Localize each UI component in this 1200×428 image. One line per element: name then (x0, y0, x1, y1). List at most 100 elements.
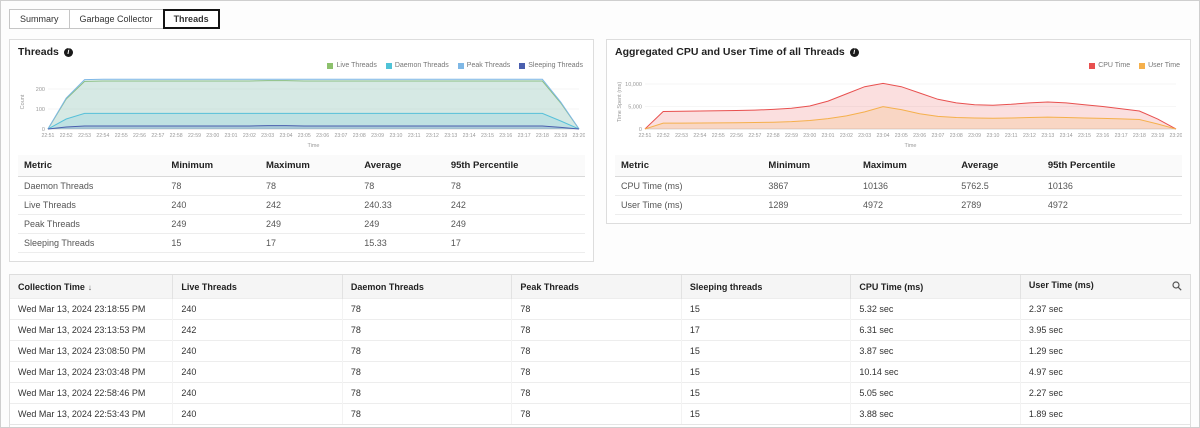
info-icon[interactable] (63, 47, 73, 57)
table-cell: 78 (259, 176, 359, 196)
column-header: Maximum (856, 155, 956, 177)
svg-text:Time Spent (ms): Time Spent (ms) (617, 82, 623, 123)
table-cell: 4.97 sec (1019, 361, 1190, 383)
collections-table-body: Wed Mar 13, 2024 23:18:55 PM 240 78 78 15 5.3… (10, 298, 1190, 424)
svg-text:23:02: 23:02 (840, 133, 853, 139)
tab-summary[interactable]: Summary (9, 9, 70, 29)
svg-text:23:20: 23:20 (573, 133, 585, 139)
threads-panel: Threads Live Threads Daemon Threads Peak T… (9, 39, 594, 262)
table-cell: 3.88 sec (850, 403, 1021, 424)
search-icon[interactable] (1172, 281, 1182, 293)
tab-threads[interactable]: Threads (162, 9, 220, 29)
table-cell: 78 (511, 361, 682, 383)
cpu-metrics-head: Metric Minimum Maximum Average 95th Percenti… (615, 155, 1182, 177)
cpu-time-chart: 0 5,000 10,000 22:51 22:52 22:53 22:54 22:55 22:… (617, 82, 1182, 149)
tab-bar: Summary Garbage Collector Threads (9, 9, 220, 29)
cpu-metrics-table: Metric Minimum Maximum Average 95th Percenti… (615, 155, 1182, 215)
svg-text:22:58: 22:58 (170, 133, 183, 139)
column-header-label: Live Threads (181, 281, 237, 292)
table-cell: 78 (165, 176, 260, 196)
table-cell: User Time (ms) (615, 195, 763, 215)
svg-text:23:15: 23:15 (481, 133, 494, 139)
table-cell: 240 (165, 195, 260, 215)
svg-text:23:10: 23:10 (389, 133, 402, 139)
svg-text:22:58: 22:58 (767, 133, 780, 139)
table-cell: 78 (511, 319, 682, 341)
legend-item[interactable]: Peak Threads (457, 61, 510, 70)
table-cell: Wed Mar 13, 2024 22:58:46 PM (10, 382, 173, 404)
column-header[interactable]: Daemon Threads (341, 275, 512, 299)
threads-chart-legend: Live Threads Daemon Threads Peak Threads Sl… (18, 61, 583, 70)
table-cell: 249 (444, 214, 585, 234)
svg-text:0: 0 (639, 127, 642, 133)
column-header-label: Average (961, 160, 999, 171)
table-cell: 6.31 sec (850, 319, 1021, 341)
legend-label: CPU Time (1098, 62, 1131, 69)
table-cell: 240 (172, 361, 343, 383)
legend-item[interactable]: Sleeping Threads (519, 61, 583, 70)
column-header-label: Metric (24, 160, 52, 171)
table-cell: 78 (341, 382, 512, 404)
legend-item[interactable]: Live Threads (327, 61, 377, 70)
collections-table: Collection Time ↓ Live Threads Daemon Threa… (10, 275, 1190, 424)
table-cell: 78 (511, 340, 682, 362)
column-header: Minimum (165, 155, 260, 177)
threads-panel-header: Threads (18, 46, 585, 58)
legend-item[interactable]: CPU Time (1089, 61, 1130, 70)
table-cell: 4972 (856, 195, 956, 215)
table-row: User Time (ms) 1289 4972 2789 4972 (615, 195, 1182, 215)
svg-text:Count: Count (20, 94, 26, 109)
column-header[interactable]: Collection Time ↓ (10, 275, 173, 299)
legend-item[interactable]: Daemon Threads (385, 61, 449, 70)
table-cell: Wed Mar 13, 2024 23:13:53 PM (10, 319, 173, 341)
svg-text:23:03: 23:03 (261, 133, 274, 139)
svg-text:22:57: 22:57 (151, 133, 164, 139)
collections-table-container: Collection Time ↓ Live Threads Daemon Threa… (9, 274, 1191, 427)
column-header-label: CPU Time (ms) (859, 281, 924, 292)
column-header[interactable]: Peak Threads (511, 275, 682, 299)
table-cell: 249 (165, 214, 260, 234)
table-cell: 240 (172, 382, 343, 404)
column-header[interactable]: Live Threads (172, 275, 343, 299)
table-cell: Sleeping Threads (18, 233, 166, 253)
column-header-label: Daemon Threads (350, 281, 424, 292)
legend-item[interactable]: User Time (1139, 61, 1180, 70)
column-header-label: Sleeping threads (689, 281, 763, 292)
svg-text:23:07: 23:07 (931, 133, 944, 139)
column-header[interactable]: CPU Time (ms) (850, 275, 1021, 299)
table-cell: 5.05 sec (850, 382, 1021, 404)
svg-text:10,000: 10,000 (625, 82, 642, 88)
table-cell: 249 (259, 214, 359, 234)
svg-text:23:04: 23:04 (877, 133, 890, 139)
column-header[interactable]: Sleeping threads (680, 275, 851, 299)
svg-text:22:52: 22:52 (657, 133, 670, 139)
svg-text:23:05: 23:05 (895, 133, 908, 139)
table-cell: 5.32 sec (850, 298, 1021, 320)
svg-text:23:00: 23:00 (206, 133, 219, 139)
table-cell: 5762.5 (955, 176, 1042, 196)
threads-chart: 0 100 200 22:51 22:52 22:53 22:54 22:55 22:56 22:… (20, 78, 585, 149)
table-cell: 78 (341, 298, 512, 320)
svg-text:22:52: 22:52 (60, 133, 73, 139)
table-cell: 15 (680, 382, 851, 404)
svg-text:22:54: 22:54 (693, 133, 706, 139)
svg-text:100: 100 (36, 107, 45, 113)
column-header-label: 95th Percentile (450, 160, 519, 171)
legend-swatch-icon (457, 62, 464, 69)
table-cell: 249 (358, 214, 445, 234)
column-header[interactable]: User Time (ms) (1019, 275, 1190, 299)
svg-text:23:18: 23:18 (536, 133, 549, 139)
column-header-label: 95th Percentile (1047, 160, 1116, 171)
table-cell: 1289 (762, 195, 857, 215)
svg-text:Time: Time (307, 143, 319, 149)
tab-garbage-collector[interactable]: Garbage Collector (68, 9, 164, 29)
table-row: Sleeping Threads 15 17 15.33 17 (18, 233, 585, 253)
column-header-label: Average (364, 160, 402, 171)
table-cell: 2.27 sec (1019, 382, 1190, 404)
info-icon[interactable] (849, 47, 859, 57)
legend-swatch-icon (1089, 62, 1096, 69)
svg-text:23:01: 23:01 (225, 133, 238, 139)
svg-text:23:00: 23:00 (803, 133, 816, 139)
table-cell: 242 (172, 319, 343, 341)
svg-text:200: 200 (36, 87, 45, 93)
